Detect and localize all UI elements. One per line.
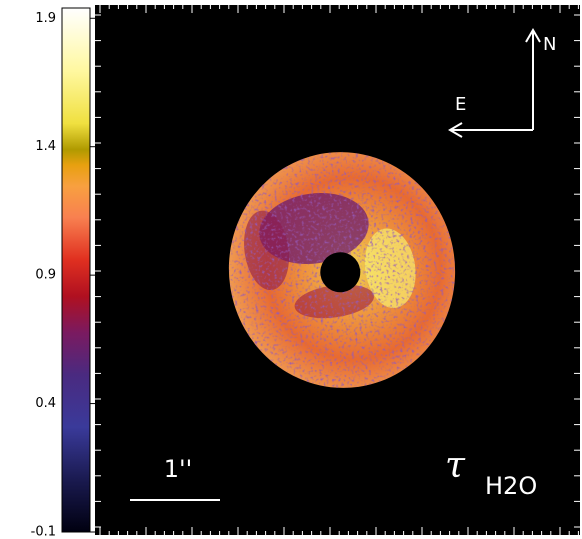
symbol-subscript: H2O — [485, 472, 537, 500]
disk — [228, 152, 456, 388]
scale-label: 1'' — [164, 455, 192, 483]
colorbar — [61, 7, 91, 533]
colorbar-tick-label: 1.4 — [35, 139, 56, 154]
colorbar-tick-label: -0.1 — [31, 525, 56, 539]
frame-ticks — [95, 5, 580, 535]
colorbar-tick-label: 0.9 — [35, 268, 56, 283]
east-label: E — [455, 94, 466, 115]
compass — [448, 28, 541, 138]
colorbar-tick-label: 0.4 — [35, 396, 56, 411]
north-label: N — [543, 34, 556, 55]
disk-hole — [320, 252, 361, 293]
colorbar-tick-label: 1.9 — [35, 11, 56, 26]
symbol: τ — [445, 445, 466, 486]
